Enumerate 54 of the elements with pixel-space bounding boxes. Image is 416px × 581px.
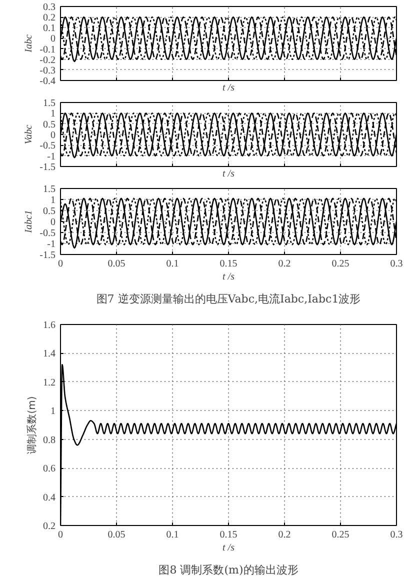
y-tick-label: -0.4 — [40, 76, 56, 87]
x-axis-title: t /s — [222, 168, 235, 180]
y-tick-label: 0.1 — [43, 23, 56, 34]
y-tick-label: 1.6 — [43, 320, 56, 331]
y-tick-label: 0.6 — [43, 464, 56, 475]
y-tick-label: 0.5 — [43, 119, 56, 130]
x-tick-label: 0.05 — [108, 258, 126, 270]
x-tick-label: 0.05 — [108, 530, 126, 540]
y-tick-label: -0.1 — [40, 44, 56, 56]
x-tick-label: 0.15 — [220, 530, 238, 540]
x-tick-label: 0 — [58, 530, 63, 540]
y-tick-label: 0.2 — [43, 12, 56, 24]
y-tick-label: -1.5 — [40, 162, 56, 173]
x-tick-label: 0.2 — [278, 530, 291, 540]
y-tick-label: -1 — [47, 239, 56, 250]
y-tick-label: -0.5 — [40, 228, 56, 239]
y-tick-label: 0.4 — [43, 492, 56, 504]
y-tick-label: 1.2 — [43, 377, 56, 388]
y-tick-label: -1.5 — [40, 250, 56, 261]
y-tick-label: 1 — [50, 108, 56, 120]
text: 图8 调制系数(m)的输出波形 — [158, 564, 298, 576]
y-tick-label: 0.5 — [43, 206, 56, 217]
y-tick-label: 0.2 — [43, 521, 56, 532]
text: 图7 逆变源测量输出的电压Vabc,电流Iabc,Iabc1波形 — [96, 292, 361, 306]
y-tick-label: 1.5 — [43, 98, 56, 109]
y-tick-label: 0 — [50, 217, 56, 228]
x-axis-title: t /s — [222, 82, 235, 94]
y-tick-label: 1 — [50, 406, 56, 418]
y-tick-label: 1.5 — [43, 184, 56, 195]
x-tick-label: 0.2 — [278, 258, 291, 270]
x-tick-label: 0.15 — [220, 258, 238, 270]
x-tick-label: 0.3 — [390, 258, 403, 270]
x-axis-title: t /s — [222, 272, 235, 282]
y-tick-label: 0.3 — [43, 2, 56, 13]
y-axis-title: 调制系数(m) — [26, 396, 38, 454]
x-axis-title: t /s — [222, 542, 235, 554]
y-tick-label: -0.5 — [40, 140, 56, 152]
y-tick-label: 1.4 — [43, 348, 56, 360]
y-tick-label: 0 — [50, 130, 56, 141]
x-tick-label: 0.25 — [332, 258, 350, 270]
y-tick-label: -0.3 — [40, 65, 56, 76]
x-tick-label: 0 — [58, 258, 63, 270]
x-tick-label: 0.25 — [332, 530, 350, 540]
y-tick-label: 0 — [50, 34, 56, 45]
x-tick-label: 0.1 — [166, 258, 179, 270]
y-tick-label: 0.8 — [43, 434, 56, 446]
y-axis-title: Iabc1 — [24, 210, 35, 234]
y-tick-label: 1 — [50, 195, 56, 206]
y-axis-title: Vabc — [24, 124, 35, 144]
y-tick-label: -1 — [47, 151, 56, 162]
y-axis-title: Iabc — [24, 34, 35, 54]
x-tick-label: 0.1 — [166, 530, 179, 540]
y-tick-label: -0.2 — [40, 54, 56, 66]
x-tick-label: 0.3 — [390, 530, 403, 540]
